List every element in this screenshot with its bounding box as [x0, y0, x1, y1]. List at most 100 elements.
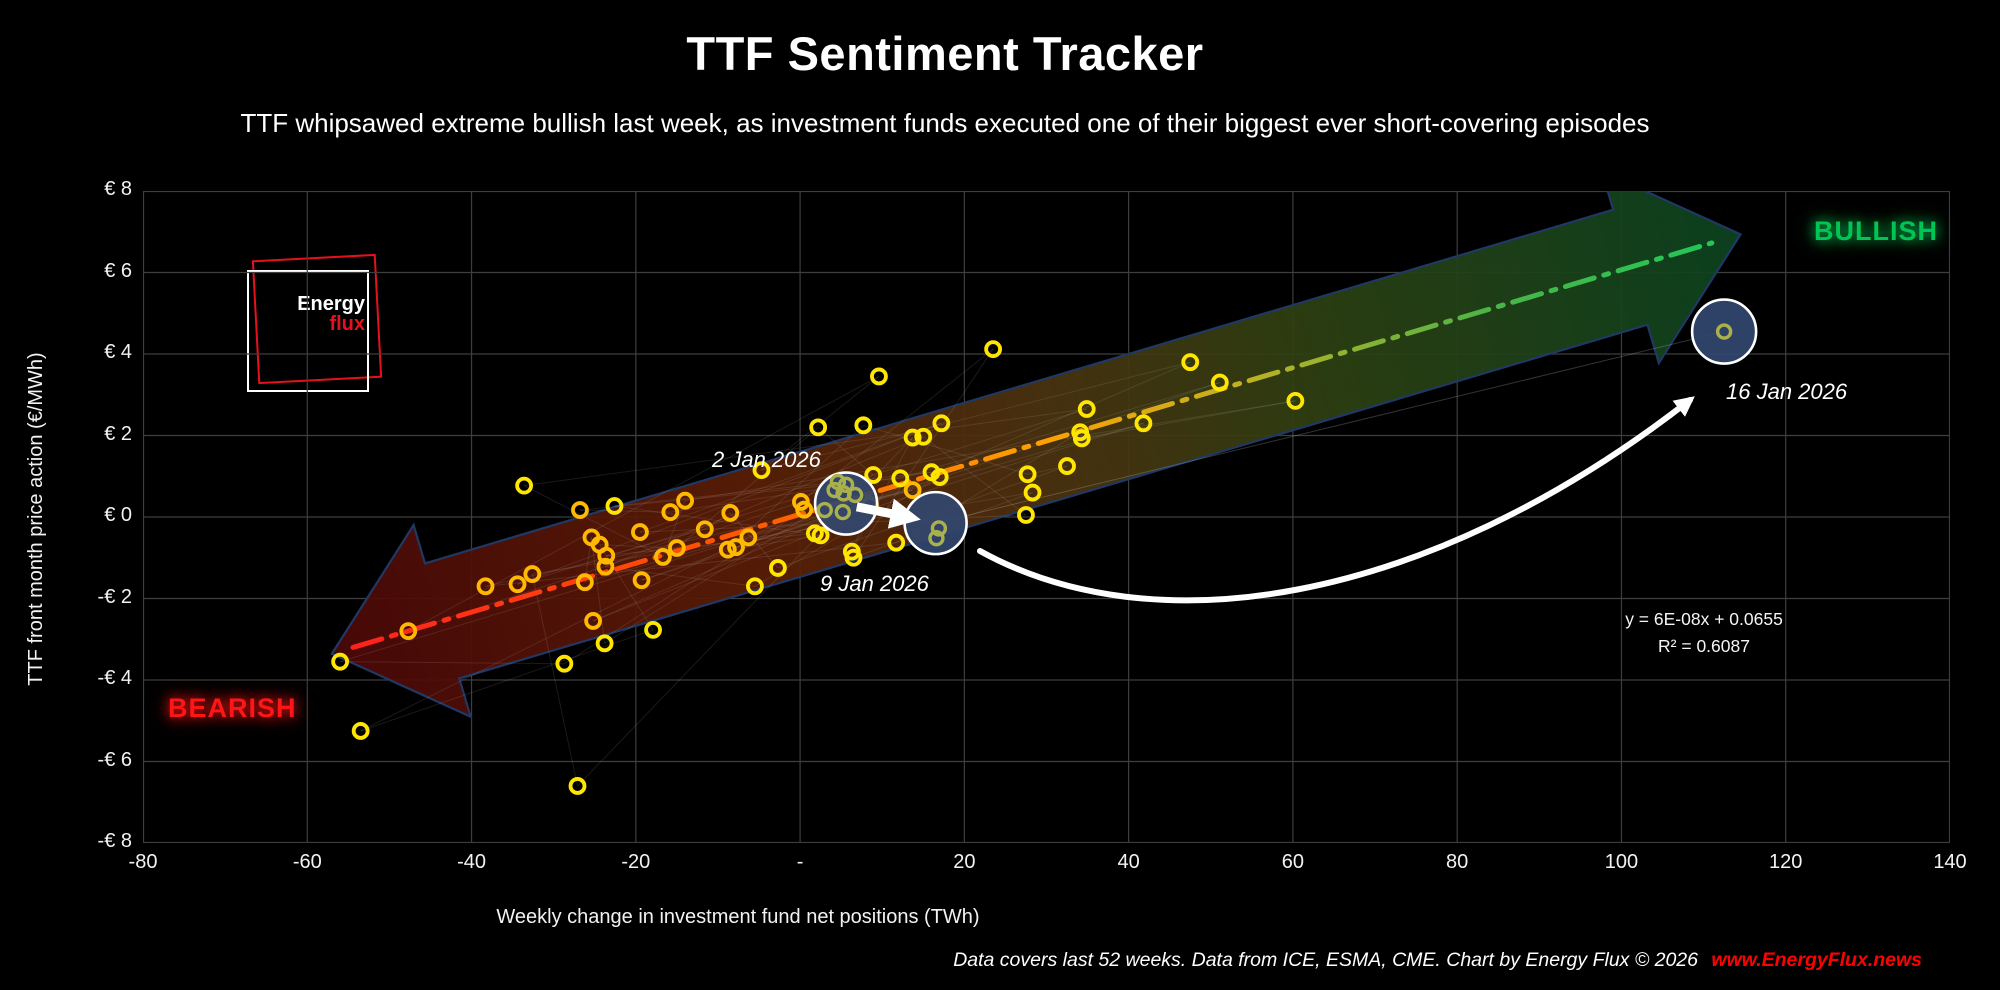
scatter-point: [903, 428, 922, 447]
scatter-point: [584, 612, 603, 630]
footer-credit: Data covers last 52 weeks. Data from ICE…: [953, 949, 1698, 971]
sentiment-arrow-band: [330, 191, 1743, 719]
y-tick-label: € 6: [104, 259, 132, 282]
x-tick-label: -60: [292, 851, 322, 873]
trendline-equation: y = 6E-08x + 0.0655 R² = 0.6087: [1604, 606, 1804, 660]
scatter-point: [1017, 506, 1035, 524]
highlight-group: [903, 490, 968, 556]
scatter-point: [508, 575, 527, 594]
energy-flux-logo: Energy flux: [247, 253, 387, 396]
x-axis-title: Weekly change in investment fund net pos…: [496, 906, 980, 928]
chart-subtitle: TTF whipsawed extreme bullish last week,…: [240, 108, 1650, 138]
scatter-point: [811, 526, 830, 545]
scatter-point: [676, 491, 694, 510]
arrow-9jan-to-16jan: [977, 396, 1695, 604]
scatter-point: [631, 523, 649, 541]
scatter-point: [727, 538, 745, 557]
scatter-point: [555, 654, 574, 673]
equation-line: y = 6E-08x + 0.0655: [1625, 609, 1783, 629]
highlighted-point: [1715, 323, 1733, 340]
scatter-point: [1210, 373, 1229, 392]
logo-white-square: [247, 270, 369, 392]
bullish-label: BULLISH: [1814, 216, 1938, 246]
plot-canvas: [143, 191, 1950, 843]
y-tick-label: -€ 8: [97, 830, 132, 852]
scatter-point: [1286, 391, 1305, 410]
scatter-point: [399, 622, 418, 641]
scatter-point: [515, 476, 534, 495]
page-title: TTF Sentiment Tracker: [686, 27, 1204, 80]
x-tick-label: 20: [953, 851, 976, 873]
scatter-point: [887, 533, 906, 552]
highlighted-point: [928, 529, 945, 547]
scatter-point: [575, 573, 594, 592]
logo-text-energy: Energy: [297, 293, 365, 315]
x-tick-label: -: [796, 851, 804, 873]
scatter-point: [903, 481, 922, 500]
x-tick-label: -20: [621, 851, 651, 873]
x-tick-label: 80: [1446, 851, 1469, 873]
x-tick-label: 60: [1281, 851, 1305, 873]
footer: Data covers last 52 weeks. Data from ICE…: [953, 949, 1922, 972]
highlight-group: [1690, 298, 1758, 365]
scatter-points: [331, 340, 1305, 795]
highlighted-point: [930, 520, 948, 537]
scatter-point: [571, 501, 589, 519]
x-tick-label: 140: [1933, 851, 1967, 873]
scatter-point: [930, 468, 949, 486]
scatter-point: [1018, 465, 1037, 484]
scatter-point: [809, 418, 828, 437]
scatter-point: [632, 571, 651, 590]
annotation-16-jan: 16 Jan 2026: [1726, 379, 1848, 404]
scatter-point: [695, 520, 714, 539]
scatter-point: [718, 540, 737, 559]
highlighted-point: [826, 481, 843, 499]
x-tick-label: 40: [1117, 851, 1140, 873]
scatter-point: [654, 548, 672, 566]
scatter-point: [351, 722, 370, 740]
x-axis-tick-labels: -80 -60 -40 -20-20 40 60 80 100 120 140: [129, 851, 1967, 879]
highlighted-point: [834, 503, 852, 521]
highlight-circle: [813, 471, 879, 536]
scatter-point: [1077, 400, 1096, 418]
highlighted-point: [846, 486, 864, 504]
scatter-point: [891, 469, 910, 488]
annotation-9-jan: 9 Jan 2026: [820, 571, 929, 596]
scatter-point: [1134, 414, 1153, 433]
scatter-point: [1023, 483, 1042, 502]
x-tick-label: -40: [457, 851, 486, 873]
y-tick-label: -€ 4: [97, 667, 132, 689]
scatter-point: [644, 620, 662, 639]
scatter-point: [854, 416, 873, 435]
y-axis-tick-labels: € 8 € 6 € 4 € 2 € 0 -€ 2 -€ 4 -€ 6 -€ 8: [0, 178, 132, 852]
x-tick-label: 100: [1604, 851, 1639, 873]
scatter-point: [721, 504, 740, 522]
scatter-point: [331, 652, 350, 671]
gridlines: [143, 191, 1950, 843]
scatter-point: [595, 634, 614, 653]
scatter-point: [739, 528, 758, 547]
scatter-point: [769, 559, 787, 577]
scatter-point: [523, 565, 542, 583]
y-tick-label: € 4: [104, 341, 132, 363]
scatter-point: [870, 367, 888, 386]
scatter-point: [795, 500, 814, 519]
scatter-point: [596, 557, 615, 576]
scatter-point: [984, 340, 1003, 359]
plot-area: [143, 191, 1950, 843]
plot-border: [143, 191, 1950, 843]
scatter-point: [1058, 457, 1076, 475]
scatter-point: [914, 427, 933, 446]
y-tick-label: -€ 6: [97, 748, 132, 771]
scatter-point: [661, 503, 680, 522]
energyflux-link[interactable]: www.EnergyFlux.news: [1711, 949, 1922, 971]
y-tick-label: -€ 2: [97, 585, 132, 608]
scatter-point: [476, 577, 495, 596]
highlight-circle: [1690, 298, 1758, 365]
scatter-point: [1181, 353, 1200, 372]
highlight-group: [813, 471, 879, 536]
scatter-point: [568, 777, 587, 795]
scatter-point: [752, 461, 771, 480]
scatter-point: [746, 577, 764, 596]
